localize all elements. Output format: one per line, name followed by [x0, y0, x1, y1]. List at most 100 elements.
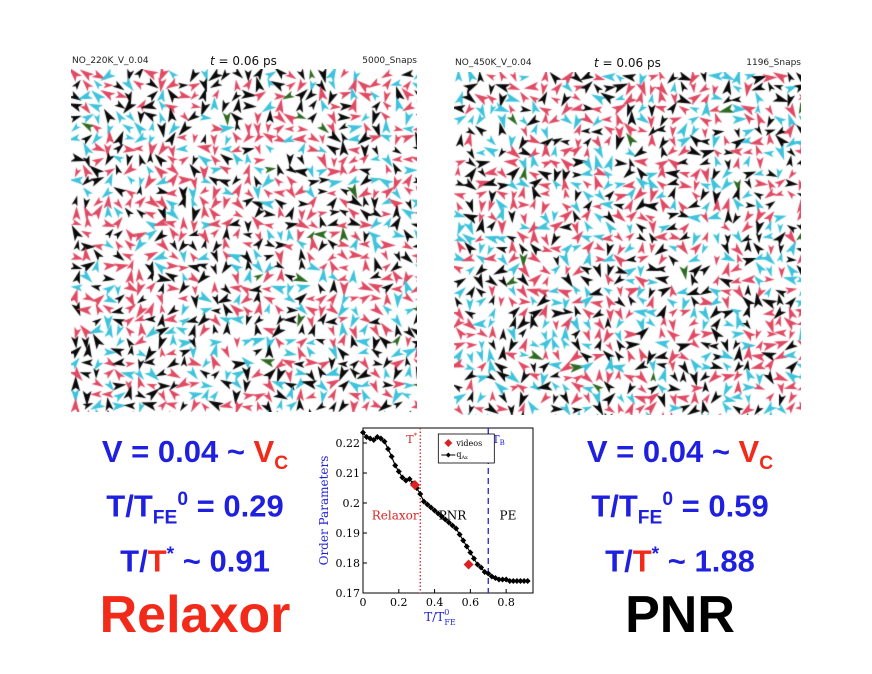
right-tfe-value: = 0.59 [673, 488, 769, 524]
q-ax-point [370, 437, 377, 443]
right-tfe-line: T/TFE0 = 0.59 [555, 482, 805, 537]
q-ax-point [406, 476, 413, 482]
y-tick-label: 0.22 [336, 437, 361, 450]
x-tick-label: 0.6 [462, 596, 480, 609]
q-ax-point [453, 525, 460, 532]
q-ax-point [442, 516, 449, 523]
right-tstar-text: T/ [605, 543, 633, 579]
left-snaps-label: 5000_Snaps [362, 56, 417, 66]
x-tick-label: 0.2 [390, 596, 408, 609]
region-label-pnr: PNR [439, 509, 468, 523]
x-tick-label: 0.4 [426, 596, 444, 609]
x-tick-label: 0.8 [497, 596, 515, 609]
left-time-value: = 0.06 ps [218, 54, 277, 68]
y-tick-label: 0.18 [336, 557, 361, 570]
left-file-label: NO_220K_V_0.04 [72, 56, 149, 66]
q-ax-point [463, 543, 470, 550]
q-ax-point [385, 446, 392, 452]
q-ax-point [517, 578, 524, 584]
q-ax-point [513, 578, 520, 584]
right-v-line: V = 0.04 ~ VC [555, 434, 805, 482]
legend-videos-label: videos [455, 439, 482, 448]
legend-videos-marker [444, 439, 453, 447]
x-tick-label: 0 [360, 596, 367, 609]
left-vc: VC [253, 434, 289, 474]
right-tstar-line: T/T* ~ 1.88 [555, 537, 805, 579]
legend-box [437, 433, 495, 464]
q-ax-point [474, 561, 481, 568]
right-stats: V = 0.04 ~ VC T/TFE0 = 0.59 T/T* ~ 1.88 … [555, 434, 805, 645]
left-v-line: V = 0.04 ~ VC [70, 434, 320, 482]
relaxor-label: Relaxor [99, 586, 291, 645]
q-ax-point [377, 435, 384, 442]
left-tstar-sup: * [166, 543, 175, 565]
q-ax-point [496, 576, 502, 583]
region-label-pe: PE [500, 509, 517, 523]
q-ax-point [499, 576, 506, 583]
y-tick-label: 0.17 [336, 587, 361, 600]
q-ax-point [485, 570, 492, 577]
q-ax-point [445, 519, 452, 526]
pnr-label: PNR [625, 586, 735, 645]
q-ax-point [521, 578, 528, 584]
q-ax-point [524, 578, 531, 584]
right-time-value: = 0.06 ps [602, 56, 661, 70]
x-axis-label: T/T0 FE [424, 608, 456, 627]
left-tstar-t: T [147, 543, 167, 579]
left-vc-symbol: V [253, 434, 275, 469]
t-star-label: T* [406, 432, 417, 446]
y-tick-label: 0.21 [336, 467, 361, 480]
video-point [463, 559, 474, 570]
q-ax-point [470, 555, 477, 562]
q-ax-point [456, 531, 463, 538]
right-snaps-label: 1196_Snaps [746, 58, 801, 68]
plot-area-border [362, 427, 534, 594]
q-ax-point [381, 438, 388, 445]
left-vc-sub: C [274, 453, 289, 475]
q-ax-point [478, 564, 485, 571]
right-time-symbol: t [594, 56, 599, 70]
q-ax-point [510, 578, 517, 584]
right-simulation-panel: NO_450K_V_0.04 t = 0.06 ps 1196_Snaps [453, 56, 801, 416]
right-vc-sub: C [759, 453, 774, 475]
q-ax-point [360, 429, 366, 436]
left-simulation-panel: NO_220K_V_0.04 t = 0.06 ps 5000_Snaps [70, 54, 417, 416]
q-ax-point [367, 435, 374, 442]
q-ax-point [388, 453, 395, 460]
q-ax-point [374, 434, 381, 440]
q-ax-point [431, 507, 438, 514]
left-tstar-text: T/ [120, 543, 148, 579]
left-tfe-value: = 0.29 [188, 488, 284, 524]
legend-q-marker [445, 452, 451, 458]
left-tfe-sup: 0 [177, 489, 189, 511]
right-v-text: V = 0.04 ~ [586, 434, 739, 469]
region-label-relaxor: Relaxor [372, 509, 419, 523]
q-ax-point [467, 549, 474, 556]
right-dipole-map [454, 72, 801, 415]
y-tick-label: 0.2 [343, 497, 361, 510]
left-dipole-map [71, 69, 417, 412]
right-tfe-sup: 0 [662, 489, 674, 511]
q-ax-point [428, 504, 434, 511]
left-tfe-sub: FE [152, 507, 178, 529]
q-ax-point [399, 474, 406, 481]
right-tstar-value: ~ 1.88 [659, 543, 755, 579]
q-ax-point [424, 501, 431, 508]
q-ax-point [392, 462, 399, 469]
right-vc-symbol: V [738, 434, 760, 469]
right-time-label: t = 0.06 ps [594, 56, 661, 70]
right-tstar-sup: * [651, 543, 660, 565]
right-tfe-sub: FE [637, 507, 663, 529]
q-ax-point [420, 498, 427, 505]
legend-q-label: qAx [456, 450, 468, 461]
q-ax-point [449, 522, 456, 529]
right-tfe-text: T/T [591, 488, 638, 524]
q-ax-point [506, 578, 513, 584]
q-ax-point [435, 510, 442, 517]
right-tstar-t: T [632, 543, 652, 579]
q-ax-point [395, 468, 402, 475]
left-stats: V = 0.04 ~ VC T/TFE0 = 0.29 T/T* ~ 0.91 … [70, 434, 320, 645]
video-point [409, 480, 420, 490]
left-tstar-line: T/T* ~ 0.91 [70, 537, 320, 579]
order-parameter-chart: 0 0.2 0.4 0.6 0.8 0.17 0.18 0.19 0.2 0.21 0.22 T* T… [318, 427, 534, 627]
